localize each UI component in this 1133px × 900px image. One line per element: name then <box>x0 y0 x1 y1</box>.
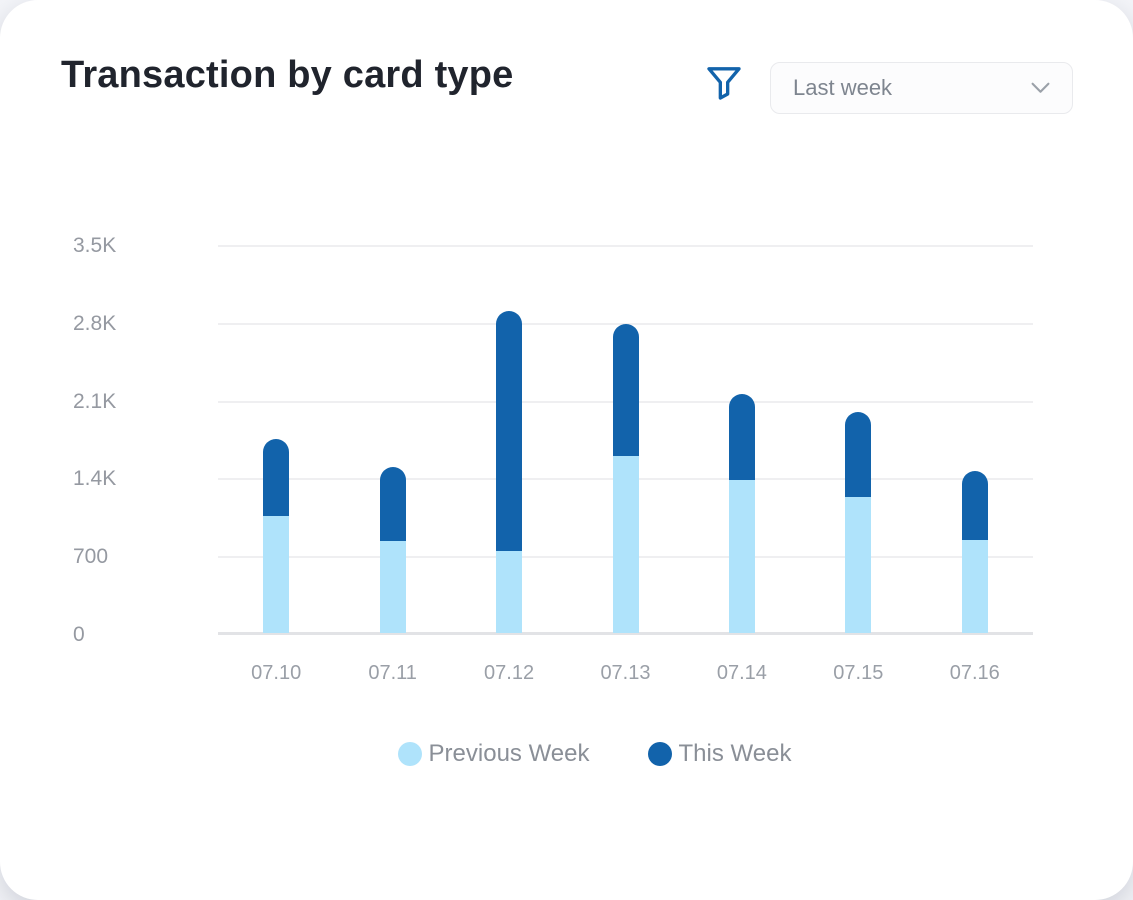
bar-segment-previous-week[interactable] <box>263 516 290 633</box>
legend-label: Previous Week <box>428 740 590 767</box>
legend-label: This Week <box>678 740 792 767</box>
chevron-down-icon <box>1031 82 1050 94</box>
x-axis-label: 07.14 <box>716 662 767 684</box>
bar-segment-previous-week[interactable] <box>961 539 988 633</box>
period-dropdown-value: Last week <box>793 75 893 100</box>
bar-segment-this-week[interactable] <box>379 467 406 541</box>
x-axis-label: 07.10 <box>251 662 302 684</box>
bar-segment-this-week[interactable] <box>612 324 639 457</box>
x-axis-label: 07.13 <box>600 662 651 684</box>
bar-segment-previous-week[interactable] <box>379 540 406 633</box>
bar-segment-this-week[interactable] <box>961 470 988 540</box>
legend-item-previous-week[interactable]: Previous Week <box>397 740 590 768</box>
y-axis-tick: 0 <box>73 623 85 646</box>
legend-swatch-previous-week <box>397 742 422 766</box>
bar-group-07.14 <box>728 394 755 633</box>
legend-item-this-week[interactable]: This Week <box>647 740 792 768</box>
gridline <box>218 322 1033 325</box>
y-axis-tick: 3.5K <box>73 234 117 257</box>
x-axis: 07.10 07.11 07.12 07.13 07.14 07.15 07.16 <box>218 662 1033 685</box>
x-axis-label: 07.11 <box>368 662 417 684</box>
bar-segment-previous-week[interactable] <box>612 456 639 633</box>
period-dropdown[interactable]: Last week <box>770 62 1073 114</box>
bar-group-07.10 <box>263 438 290 633</box>
bar-segment-previous-week[interactable] <box>496 550 523 633</box>
bar-segment-this-week[interactable] <box>728 394 755 480</box>
chart-legend: Previous Week This Week <box>0 740 1133 768</box>
filter-button[interactable] <box>701 61 747 107</box>
x-axis-label: 07.12 <box>484 662 535 684</box>
x-axis-baseline <box>218 632 1033 635</box>
y-axis-tick: 700 <box>73 545 109 569</box>
bar-segment-previous-week[interactable] <box>728 479 755 633</box>
x-axis-label: 07.15 <box>833 662 884 684</box>
x-axis-label: 07.16 <box>949 662 1000 684</box>
bar-segment-this-week[interactable] <box>263 438 290 517</box>
bar-segment-this-week[interactable] <box>845 411 872 498</box>
bar-group-07.13 <box>612 324 639 633</box>
filter-funnel-icon <box>704 67 744 106</box>
bar-segment-this-week[interactable] <box>496 310 523 551</box>
y-axis-tick: 2.1K <box>73 389 117 413</box>
plot-area <box>218 244 1033 635</box>
y-axis: 3.5K 2.8K 2.1K 1.4K 700 0 <box>73 234 203 646</box>
y-axis-tick: 2.8K <box>73 311 117 335</box>
legend-swatch-this-week <box>647 742 672 766</box>
gridline <box>218 245 1033 247</box>
bar-group-07.15 <box>845 411 872 633</box>
bar-segment-previous-week[interactable] <box>845 497 872 633</box>
y-axis-tick: 1.4K <box>73 467 117 491</box>
bar-group-07.12 <box>496 310 523 633</box>
bar-group-07.16 <box>961 470 988 633</box>
page-title: Transaction by card type <box>61 54 514 96</box>
bar-group-07.11 <box>379 467 406 633</box>
